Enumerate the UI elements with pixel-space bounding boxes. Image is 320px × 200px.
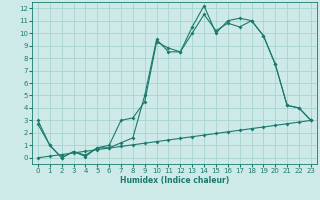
X-axis label: Humidex (Indice chaleur): Humidex (Indice chaleur) — [120, 176, 229, 185]
